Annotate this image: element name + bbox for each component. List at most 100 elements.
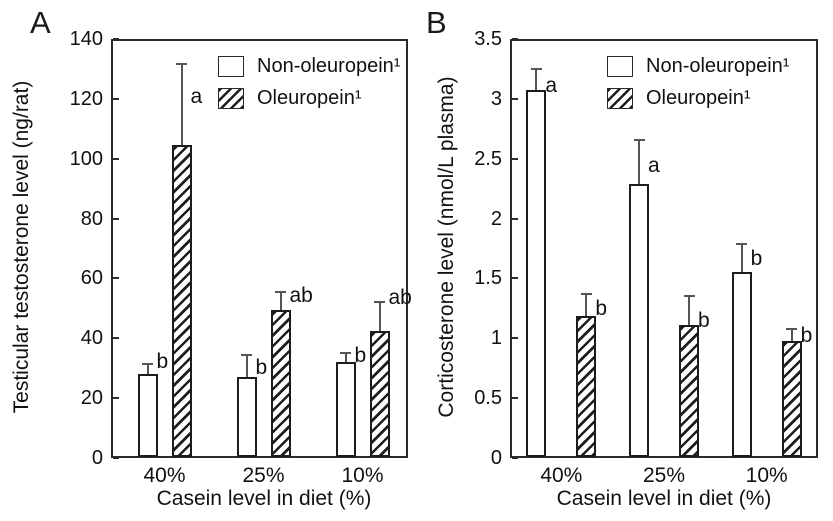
sig-letter: b [354,344,367,368]
error-bar-cap [142,362,153,365]
sig-letter: ab [388,286,412,310]
bar-a-10-non-oleuropein [335,362,356,457]
y-tick-label: 60 [80,267,103,290]
error-bar [688,296,690,330]
y-tick-label: 1 [490,327,502,350]
legend-label: Oleuropein¹ [646,87,751,109]
bar-a-40-non-oleuropein [137,374,158,457]
y-tick [512,157,518,160]
y-tick [512,337,518,340]
bar-b-40-oleuropein [576,315,597,457]
y-tick-label: 120 [69,87,103,110]
error-bar [146,363,149,379]
y-tick-label: 0.5 [474,387,502,410]
legend-item-oleuropein: Oleuropein¹ [218,87,362,109]
plain-swatch-icon [218,55,244,77]
error-bar [638,139,640,188]
y-tick-label: 100 [69,147,103,170]
error-bar-cap [275,290,286,293]
bar-a-25-non-oleuropein [236,377,257,457]
error-bar [585,293,588,320]
error-bar-cap [580,292,592,295]
sig-letter: b [255,355,268,379]
y-tick-label: 140 [69,28,103,50]
x-category-label: 40% [143,464,186,487]
error-bar-cap [176,63,187,66]
y-tick [113,337,119,340]
y-tick [512,397,518,400]
error-bar-cap [340,352,351,355]
error-bar [344,353,347,367]
y-tick [512,97,518,100]
error-bar [378,302,381,335]
plot-frame-a [111,39,408,458]
x-category-label: 25% [242,464,285,487]
y-tick [512,217,518,220]
x-category-label: 40% [540,464,583,487]
hatched-swatch-icon [607,87,633,109]
y-tick [113,157,119,160]
y-tick-label: 80 [80,207,103,230]
x-category-label: 25% [642,464,686,487]
panel-a-y-axis-title: Testicular testosterone level (ng/rat) [10,80,33,414]
error-bar-cap [633,138,645,141]
y-tick [512,38,518,40]
error-bar [180,64,183,150]
sig-letter: b [698,309,710,333]
error-bar [740,243,743,277]
y-tick-label: 3.5 [474,28,502,50]
y-tick-label: 0 [490,447,502,469]
panel-a-x-axis-title: Casein level in diet (%) [156,487,372,510]
error-bar-cap [530,67,542,70]
y-tick [113,38,119,40]
legend-item-oleuropein: Oleuropein¹ [607,87,751,109]
legend-item-non-oleuropein: Non-oleuropein¹ [218,55,400,77]
y-tick [113,277,119,280]
legend-item-non-oleuropein: Non-oleuropein¹ [607,55,789,77]
error-bar [279,291,282,314]
sig-letter: b [750,246,763,270]
sig-letter: a [190,85,203,109]
y-tick [512,457,518,459]
sig-letter: b [595,296,608,320]
y-tick [113,457,119,459]
sig-letter: a [545,73,558,97]
sig-letter: b [156,349,169,373]
legend-label: Non-oleuropein¹ [646,55,790,77]
panel-a-letter: A [30,5,51,40]
sig-letter: b [800,323,813,347]
bar-a-25-oleuropein [270,309,291,457]
bar-b-40-non-oleuropein [526,90,547,457]
error-bar-cap [374,301,385,304]
error-bar-cap [736,242,748,245]
y-tick-label: 3 [490,87,502,110]
error-bar-cap [683,295,695,298]
y-tick-label: 1.5 [474,267,502,290]
legend-label: Oleuropein¹ [257,87,362,109]
error-bar [535,68,538,95]
bar-b-25-oleuropein [679,325,699,457]
plain-swatch-icon [607,55,633,77]
error-bar [245,354,248,382]
error-bar-cap [241,353,252,356]
y-tick-label: 2.5 [474,147,502,170]
plot-frame-b [510,39,818,458]
y-tick-label: 0 [91,447,103,469]
bar-b-25-non-oleuropein [629,183,649,457]
bar-a-10-oleuropein [369,330,390,457]
y-tick [113,397,119,400]
y-tick-label: 40 [80,327,103,350]
hatched-swatch-icon [218,87,244,109]
x-category-label: 10% [745,464,788,487]
legend-label: Non-oleuropein¹ [257,55,401,77]
y-tick [113,217,119,220]
sig-letter: a [648,153,660,177]
bar-b-10-oleuropein [781,340,802,457]
panel-b-x-axis-title: Casein level in diet (%) [556,487,772,510]
panel-b-letter: B [426,5,447,40]
x-category-label: 10% [341,464,384,487]
y-tick [113,97,119,100]
bar-a-40-oleuropein [171,145,192,457]
error-bar [790,328,793,345]
